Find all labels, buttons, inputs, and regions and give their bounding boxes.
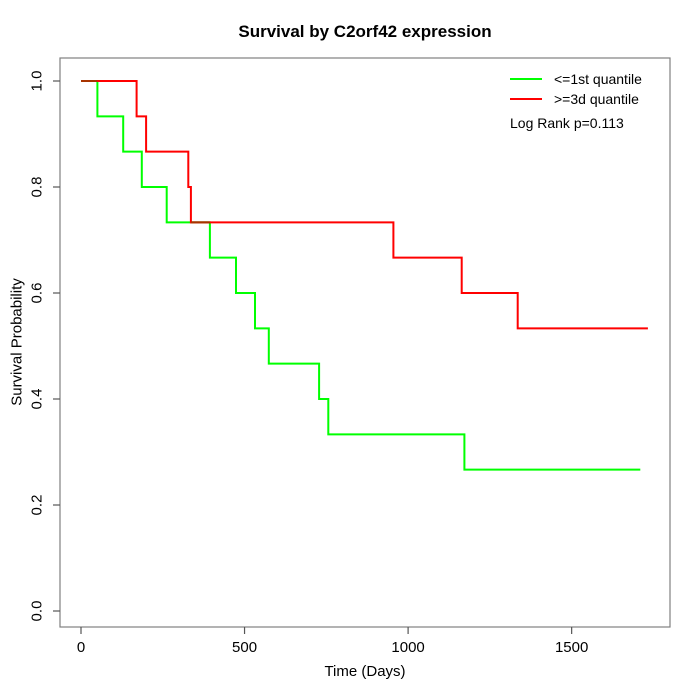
legend-item-first-quantile: <=1st quantile [510, 69, 642, 89]
svg-text:0.2: 0.2 [29, 495, 46, 516]
svg-text:500: 500 [232, 639, 257, 656]
legend-label-first-quantile: <=1st quantile [554, 71, 642, 87]
legend-line-green-icon [510, 78, 542, 80]
log-rank-pvalue: Log Rank p=0.113 [510, 115, 624, 131]
svg-text:1.0: 1.0 [29, 71, 46, 92]
legend-item-third-quantile: >=3d quantile [510, 89, 642, 109]
legend: <=1st quantile >=3d quantile Log Rank p=… [510, 69, 642, 133]
svg-text:0.6: 0.6 [29, 283, 46, 304]
svg-text:0.0: 0.0 [29, 601, 46, 622]
svg-text:0: 0 [77, 639, 85, 656]
chart-title: Survival by C2orf42 expression [238, 22, 492, 41]
svg-text:0.8: 0.8 [29, 177, 46, 198]
svg-text:1500: 1500 [555, 639, 588, 656]
legend-label-third-quantile: >=3d quantile [554, 91, 639, 107]
x-axis-label: Time (Days) [324, 663, 406, 680]
legend-line-red-icon [510, 98, 542, 100]
svg-text:1000: 1000 [391, 639, 424, 656]
y-axis-label: Survival Probability [8, 278, 26, 406]
svg-text:0.4: 0.4 [29, 389, 46, 410]
